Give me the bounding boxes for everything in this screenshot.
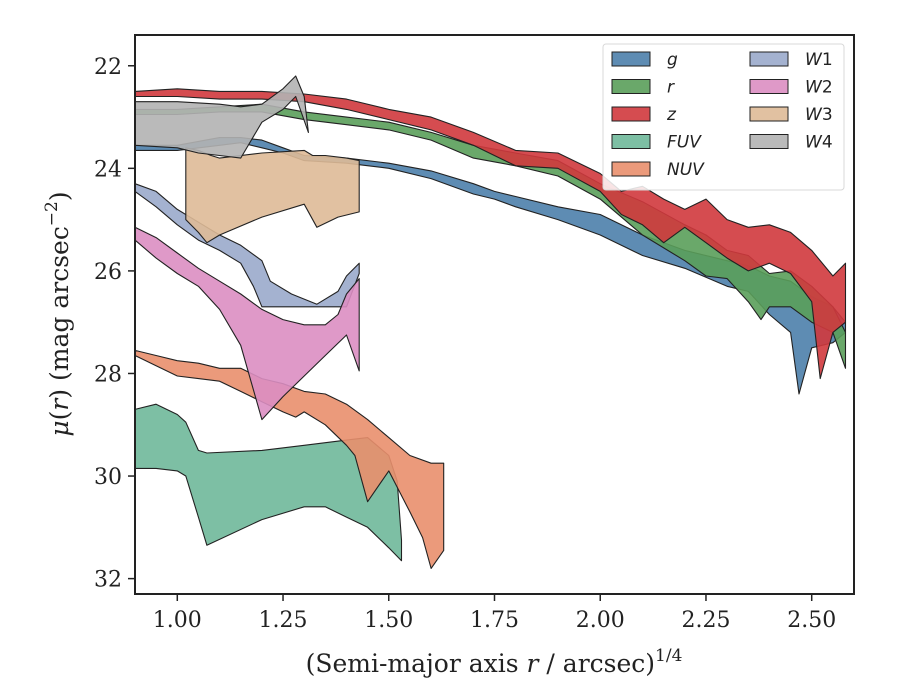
area-z xyxy=(134,88,847,380)
y-tick-label: 24 xyxy=(94,157,122,182)
legend-label-NUV: NUV xyxy=(667,160,705,180)
y-tick-label: 28 xyxy=(94,362,122,387)
legend-label-g: g xyxy=(667,50,678,70)
area-W2 xyxy=(134,226,360,421)
legend-swatch-NUV xyxy=(611,161,651,177)
legend-label-r: r xyxy=(667,78,675,98)
legend-label-z: z xyxy=(666,105,677,125)
area-W4 xyxy=(134,75,309,159)
y-tick-label: 22 xyxy=(94,55,122,80)
x-tick-label: 1.75 xyxy=(470,608,519,633)
legend-swatch-FUV xyxy=(611,134,651,149)
x-tick-label: 2.50 xyxy=(787,608,836,633)
x-tick-label: 2.00 xyxy=(576,608,625,633)
y-tick-label: 30 xyxy=(94,465,122,490)
series-areas xyxy=(134,75,847,569)
legend-label-W1: W1 xyxy=(805,50,833,70)
x-axis-ticks: 1.00 1.25 1.50 1.75 2.00 2.25 2.50 xyxy=(153,594,836,633)
area-W3 xyxy=(185,147,360,244)
legend-label-W3: W3 xyxy=(805,105,833,125)
legend-swatch-z xyxy=(611,106,651,122)
x-tick-label: 1.00 xyxy=(153,608,202,633)
x-tick-label: 1.50 xyxy=(364,608,413,633)
x-axis-label: (Semi-major axis r / arcsec)1/4 xyxy=(306,646,683,678)
y-tick-label: 32 xyxy=(94,568,122,593)
y-axis-label: μ(r) (mag arcsec−2) xyxy=(42,191,74,436)
y-axis-ticks: 22 24 26 28 30 32 xyxy=(94,55,135,593)
legend-label-W4: W4 xyxy=(805,133,833,153)
legend: grz FUV NUV W1 W2 W3 W4 xyxy=(602,43,845,191)
x-tick-label: 1.25 xyxy=(259,608,308,633)
legend-swatch-W1 xyxy=(749,51,789,67)
legend-swatch-W2 xyxy=(749,79,789,94)
x-tick-label: 2.25 xyxy=(681,608,730,633)
legend-label-W2: W2 xyxy=(805,78,833,98)
area-FUV xyxy=(134,403,403,562)
legend-label-FUV: FUV xyxy=(667,133,702,153)
legend-swatch-W4 xyxy=(749,134,789,149)
y-tick-label: 26 xyxy=(94,260,122,285)
legend-swatch-W3 xyxy=(749,106,789,122)
legend-swatch-r xyxy=(611,79,651,94)
area-W1 xyxy=(134,183,360,308)
legend-swatch-g xyxy=(611,51,651,67)
